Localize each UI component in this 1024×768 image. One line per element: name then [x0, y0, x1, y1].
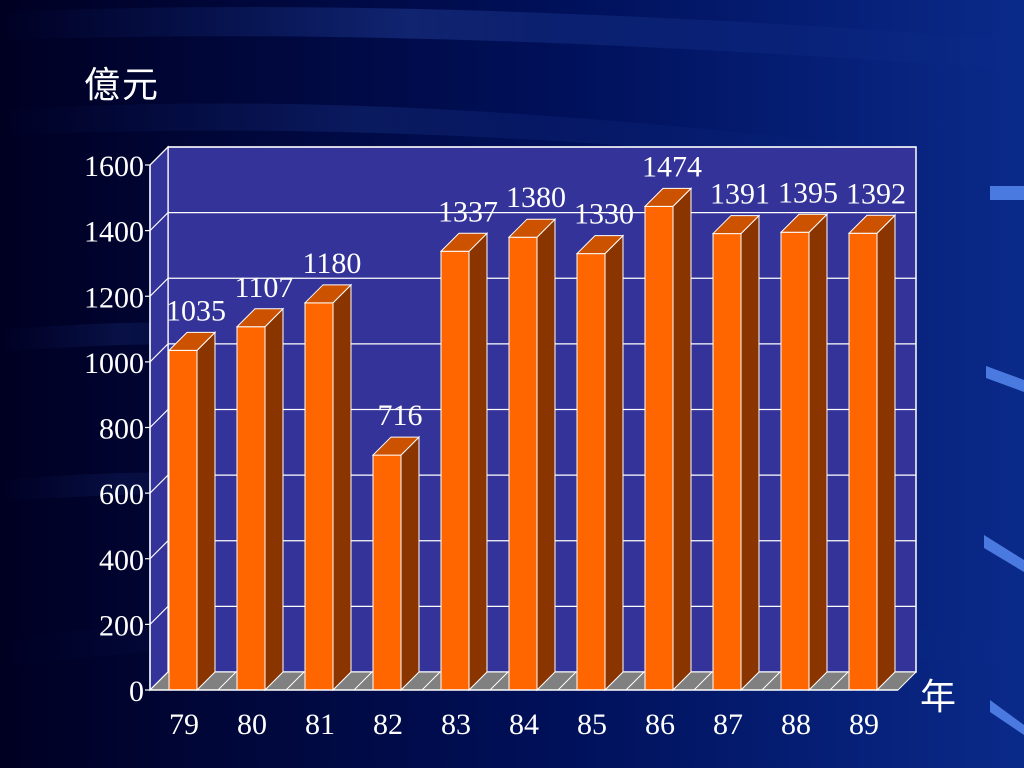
data-label-80: 1107 — [235, 271, 294, 304]
decorative-dash — [990, 700, 1024, 735]
bar-side-88 — [808, 213, 828, 692]
x-tick-label: 87 — [713, 708, 743, 741]
bar-top-80 — [235, 308, 285, 328]
bar-top-85 — [575, 235, 625, 255]
data-label-84: 1380 — [506, 181, 566, 214]
floor-divider — [353, 671, 373, 691]
bar-side-86 — [672, 187, 692, 692]
floor-divider — [217, 671, 237, 691]
bar-86 — [644, 205, 674, 691]
data-label-82: 716 — [378, 399, 423, 432]
bar-84 — [508, 236, 538, 691]
floor-divider — [625, 671, 645, 691]
x-tick-label: 81 — [305, 708, 335, 741]
bar-side-79 — [196, 331, 216, 692]
floor-divider — [149, 671, 169, 691]
data-label-87: 1391 — [710, 178, 770, 211]
data-label-89: 1392 — [846, 177, 906, 210]
bar-top-83 — [439, 232, 489, 252]
decorative-dash — [984, 535, 1024, 572]
bar-side-81 — [332, 283, 352, 692]
x-tick-label: 86 — [645, 708, 675, 741]
bar-top-84 — [507, 218, 557, 238]
y-tick-label: 1200 — [84, 281, 144, 314]
bar-82 — [372, 454, 402, 691]
x-tick-label: 84 — [509, 708, 539, 741]
x-tick-label: 80 — [237, 708, 267, 741]
gridline-side — [149, 474, 169, 494]
gridline-side — [149, 540, 169, 560]
data-label-83: 1337 — [438, 195, 498, 228]
bar-top-79 — [167, 331, 217, 351]
data-label-86: 1474 — [642, 150, 702, 183]
gridline-side — [149, 146, 169, 166]
bar-89 — [848, 232, 878, 691]
floor-divider — [693, 671, 713, 691]
bar-side-85 — [604, 234, 624, 692]
bar-side-82 — [400, 435, 420, 692]
y-tick-label: 200 — [99, 609, 144, 642]
x-tick-label: 83 — [441, 708, 471, 741]
y-tick-label: 600 — [99, 478, 144, 511]
data-label-85: 1330 — [574, 198, 634, 231]
x-tick-label: 85 — [577, 708, 607, 741]
floor-divider — [829, 671, 849, 691]
bar-79 — [168, 349, 198, 691]
bar-top-86 — [643, 187, 693, 207]
data-label-88: 1395 — [778, 176, 838, 209]
x-tick-label: 82 — [373, 708, 403, 741]
bar-85 — [576, 253, 606, 691]
y-tick-label: 1000 — [84, 347, 144, 380]
data-label-81: 1180 — [303, 247, 362, 280]
gridline-side — [149, 212, 169, 232]
y-axis-unit-label: 億元 — [84, 65, 161, 106]
bar-side-83 — [468, 232, 488, 692]
gridline-side — [149, 343, 169, 363]
x-tick-label: 89 — [849, 708, 879, 741]
floor-divider — [557, 671, 577, 691]
x-tick-label: 88 — [781, 708, 811, 741]
bar-side-84 — [536, 217, 556, 692]
bar-side-80 — [264, 307, 284, 692]
bar-top-81 — [303, 284, 353, 304]
bar-top-88 — [779, 213, 829, 233]
bar-side-89 — [876, 214, 896, 692]
gridline-side — [149, 409, 169, 428]
bar-83 — [440, 250, 470, 691]
decorative-dash — [986, 366, 1024, 392]
data-label-79: 1035 — [166, 294, 226, 327]
y-tick-label: 400 — [99, 544, 144, 577]
decorative-dash — [990, 186, 1024, 200]
y-tick-label: 0 — [129, 675, 144, 708]
y-tick-label: 1400 — [84, 216, 144, 249]
y-tick-label: 1600 — [84, 150, 144, 183]
gridline-side — [149, 277, 169, 297]
floor-divider — [421, 671, 441, 691]
floor-divider — [285, 671, 305, 691]
x-axis-unit-label: 年 — [920, 677, 957, 718]
bar-80 — [236, 326, 266, 691]
gridline-side — [149, 605, 169, 625]
bar-side-87 — [740, 214, 760, 692]
floor-divider — [489, 671, 509, 691]
y-tick-label: 800 — [99, 413, 144, 446]
bar-88 — [780, 231, 810, 691]
bar-87 — [712, 233, 742, 691]
bar-top-89 — [847, 214, 897, 234]
x-tick-label: 79 — [169, 708, 199, 741]
bar-top-87 — [711, 215, 761, 235]
bar-top-82 — [371, 436, 421, 456]
bar-81 — [304, 302, 334, 691]
floor-divider — [761, 671, 781, 691]
